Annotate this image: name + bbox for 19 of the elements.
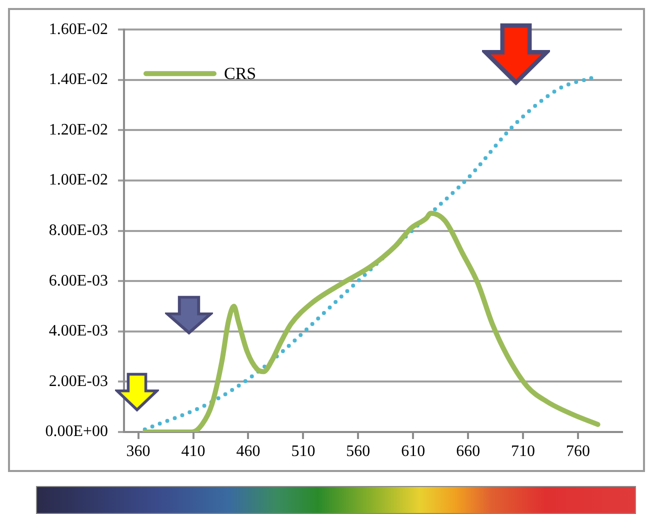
y-tick-label: 2.00E-03 (48, 372, 108, 390)
y-tick-label: 4.00E-03 (48, 322, 108, 340)
x-tick-label: 560 (346, 442, 370, 460)
y-tick-label: 6.00E-03 (48, 272, 108, 290)
y-tick-label: 0.00E+00 (45, 423, 108, 440)
y-tick-label: 1.40E-02 (48, 71, 108, 88)
x-tick-label: 710 (511, 442, 536, 460)
x-tick-label: 660 (456, 442, 480, 460)
x-tick-label: 410 (181, 442, 206, 460)
x-tick-label: 460 (236, 442, 260, 460)
x-tick-label: 760 (566, 442, 590, 460)
x-tick-label: 510 (291, 442, 316, 460)
legend-label: CRS (224, 64, 256, 84)
y-tick-label: 1.20E-02 (48, 121, 108, 138)
y-tick-label: 1.00E-02 (48, 172, 108, 189)
x-tick-label: 610 (401, 442, 426, 460)
x-tick-label: 360 (126, 442, 150, 460)
y-tick-label: 1.60E-02 (48, 20, 108, 38)
y-tick-label: 8.00E-03 (48, 222, 108, 240)
